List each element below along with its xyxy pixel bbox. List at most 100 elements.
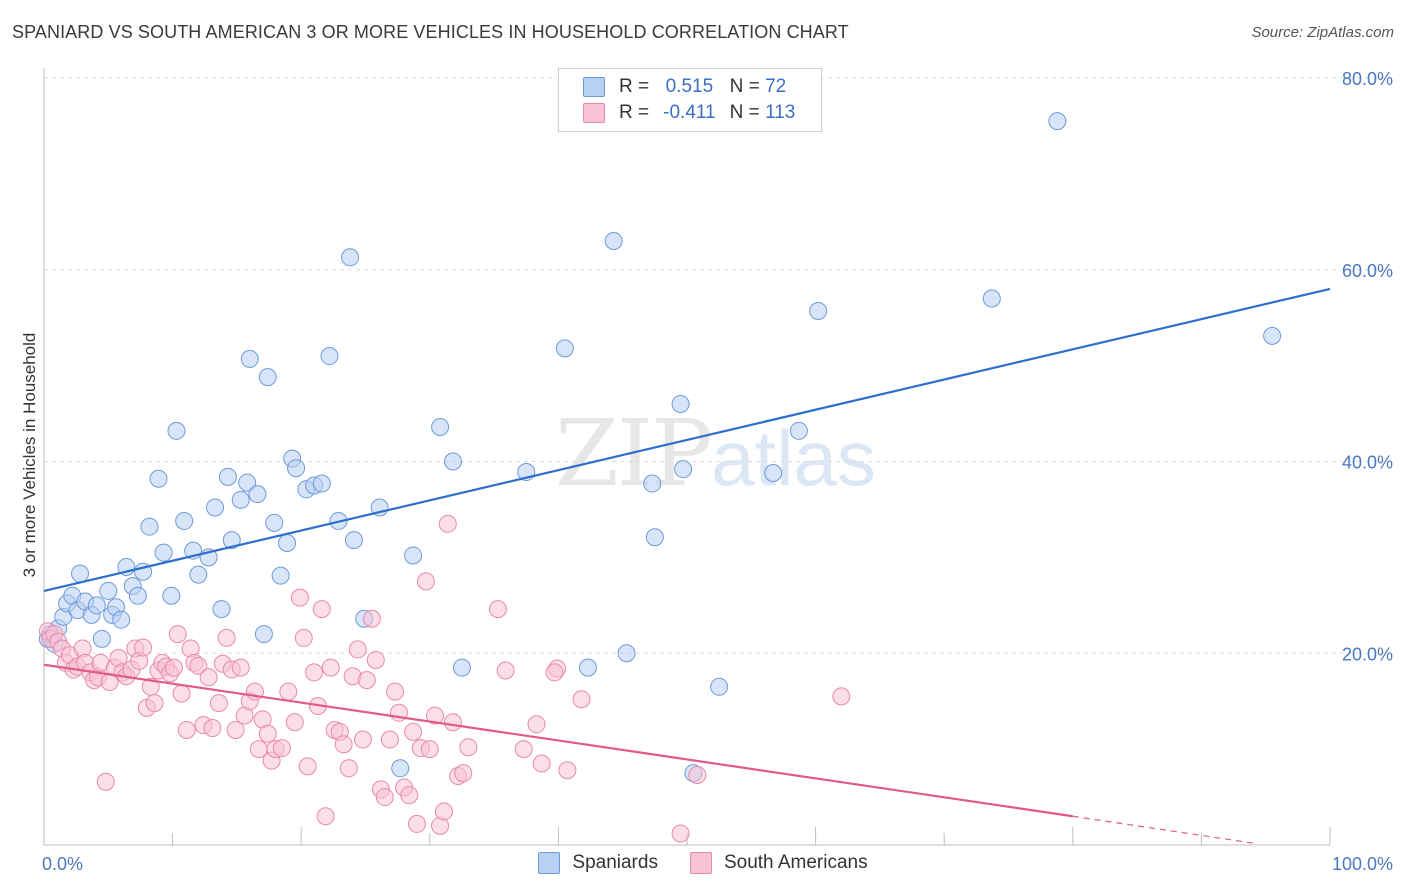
spaniard-point xyxy=(140,517,159,536)
south-american-point xyxy=(348,640,367,659)
south-american-point xyxy=(425,706,444,725)
y-tick-label: 60.0% xyxy=(1342,261,1393,281)
south-american-point xyxy=(285,713,304,732)
south-american-point xyxy=(375,788,394,807)
spaniard-point xyxy=(128,586,147,605)
south-american-point xyxy=(671,824,690,843)
spaniards-trend-line xyxy=(43,287,1331,593)
y-tick-label: 20.0% xyxy=(1342,644,1393,664)
spaniard-point xyxy=(254,625,273,644)
south-american-point xyxy=(558,761,577,780)
spaniard-point xyxy=(99,581,118,600)
south-americans-trend-extension xyxy=(1072,815,1253,844)
south-american-point xyxy=(258,724,277,743)
spaniard-point xyxy=(154,543,173,562)
series-legend-spaniards: Spaniards xyxy=(538,852,658,874)
series-legend: Spaniards South Americans xyxy=(0,852,1406,874)
south-american-point xyxy=(339,759,358,778)
spaniard-point xyxy=(271,566,290,585)
south-american-point xyxy=(290,588,309,607)
legend-n-label: N = xyxy=(729,102,760,123)
south-american-point xyxy=(272,739,291,758)
spaniard-point xyxy=(189,565,208,584)
spaniard-point xyxy=(92,629,111,648)
spaniard-point xyxy=(344,531,363,550)
spaniard-point xyxy=(764,464,783,483)
legend-row-south-americans: R = -0.411 N = 113 xyxy=(583,101,795,125)
x-tick-label: 100.0% xyxy=(1332,854,1393,874)
spaniard-point xyxy=(671,394,690,413)
south-american-point xyxy=(305,663,324,682)
spaniard-point xyxy=(341,248,360,267)
spaniard-point xyxy=(167,421,186,440)
south-american-point xyxy=(527,715,546,734)
spaniard-point xyxy=(162,586,181,605)
series-swatch-spaniards xyxy=(538,852,561,874)
spaniard-point xyxy=(1263,326,1282,345)
south-american-point xyxy=(334,735,353,754)
south-american-point xyxy=(459,738,478,757)
legend-n-value: 113 xyxy=(765,102,796,123)
series-swatch-south-americans xyxy=(689,852,712,874)
spaniard-point xyxy=(312,474,331,493)
legend-r-value: 0.515 xyxy=(665,76,714,97)
spaniard-point xyxy=(674,460,693,479)
south-american-point xyxy=(362,609,381,628)
legend-r-label: R = xyxy=(619,76,650,97)
legend-r-label: R = xyxy=(619,102,650,123)
south-american-point xyxy=(168,625,187,644)
south-american-point xyxy=(832,687,851,706)
south-american-point xyxy=(134,638,153,657)
legend-row-spaniards: R = 0.515 N = 72 xyxy=(583,75,786,99)
spaniard-point xyxy=(149,469,168,488)
south-american-point xyxy=(454,764,473,783)
south-american-point xyxy=(545,663,564,682)
spaniard-point xyxy=(710,677,729,696)
south-american-point xyxy=(386,682,405,701)
south-american-point xyxy=(404,722,423,741)
south-american-point xyxy=(420,740,439,759)
legend-n-label: N = xyxy=(729,76,760,97)
south-american-point xyxy=(226,720,245,739)
y-tick-label: 80.0% xyxy=(1342,69,1393,89)
spaniard-point xyxy=(809,301,828,320)
spaniard-point xyxy=(645,528,664,547)
spaniard-point xyxy=(238,473,257,492)
spaniard-point xyxy=(1048,112,1067,131)
spaniard-point xyxy=(320,347,339,366)
correlation-legend: R = 0.515 N = 72 R = -0.411 N = 113 xyxy=(558,68,822,132)
south-american-point xyxy=(96,772,115,791)
south-american-point xyxy=(298,757,317,776)
south-american-point xyxy=(514,740,533,759)
series-label-south-americans: South Americans xyxy=(723,852,868,873)
legend-r-value: -0.411 xyxy=(663,102,716,123)
south-american-point xyxy=(532,754,551,773)
spaniard-point xyxy=(258,368,277,387)
chart-source: Source: ZipAtlas.com xyxy=(1251,24,1394,41)
south-american-point xyxy=(164,658,183,677)
spaniard-point xyxy=(789,421,808,440)
legend-swatch-spaniards xyxy=(583,77,605,97)
south-american-point xyxy=(231,658,250,677)
south-americans-trend-line xyxy=(43,663,1073,818)
south-american-point xyxy=(400,786,419,805)
chart-title: SPANIARD VS SOUTH AMERICAN 3 OR MORE VEH… xyxy=(12,22,849,42)
south-american-point xyxy=(496,661,515,680)
spaniard-point xyxy=(617,644,636,663)
south-american-point xyxy=(438,514,457,533)
spaniard-point xyxy=(218,467,237,486)
spaniard-point xyxy=(604,231,623,250)
spaniard-point xyxy=(278,533,297,552)
south-american-point xyxy=(572,690,591,709)
spaniard-point xyxy=(578,658,597,677)
spaniard-point xyxy=(982,289,1001,308)
spaniard-point xyxy=(112,610,131,629)
south-american-point xyxy=(416,572,435,591)
legend-swatch-south-americans xyxy=(583,103,605,123)
south-american-point xyxy=(279,682,298,701)
south-american-point xyxy=(488,600,507,619)
spaniard-point xyxy=(265,513,284,532)
south-american-point xyxy=(366,650,385,669)
south-american-point xyxy=(177,720,196,739)
